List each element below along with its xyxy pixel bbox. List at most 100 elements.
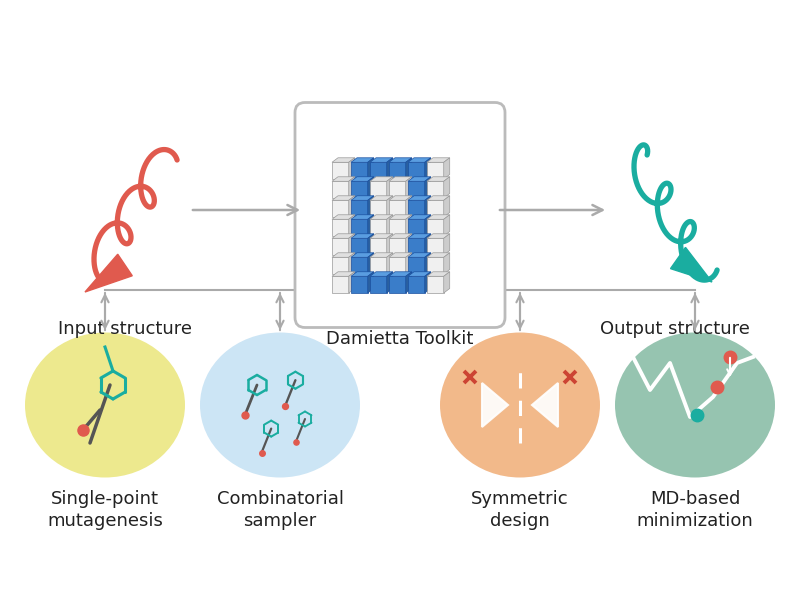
Bar [370,276,386,293]
Polygon shape [351,215,374,220]
Polygon shape [425,272,430,293]
Polygon shape [351,196,374,201]
Polygon shape [427,158,450,162]
Bar [427,238,444,255]
Polygon shape [406,196,412,217]
Polygon shape [389,234,412,238]
Polygon shape [425,253,430,274]
Polygon shape [370,196,393,201]
Polygon shape [368,272,374,293]
Bar [408,220,425,236]
Polygon shape [332,234,354,238]
Text: Symmetric
design: Symmetric design [471,490,569,530]
Bar [389,238,406,255]
Polygon shape [351,253,374,257]
Bar [351,201,368,217]
Bar [408,201,425,217]
Polygon shape [349,253,354,274]
Bar [370,162,386,179]
Polygon shape [332,253,354,257]
FancyBboxPatch shape [295,102,505,327]
Polygon shape [386,196,393,217]
Polygon shape [386,272,393,293]
Bar [351,181,368,198]
Polygon shape [370,272,393,276]
Polygon shape [332,158,354,162]
Polygon shape [425,177,430,198]
Polygon shape [408,215,430,220]
Bar [427,201,444,217]
Polygon shape [368,234,374,255]
Text: Combinatorial
sampler: Combinatorial sampler [217,490,343,530]
Polygon shape [351,234,374,238]
Bar [332,238,349,255]
Polygon shape [370,177,393,181]
Polygon shape [349,234,354,255]
Polygon shape [444,177,450,198]
Polygon shape [670,248,712,282]
Polygon shape [444,158,450,179]
Polygon shape [482,383,508,427]
Polygon shape [427,253,450,257]
Polygon shape [370,253,393,257]
Bar [332,162,349,179]
Bar [351,257,368,274]
Polygon shape [406,234,412,255]
Bar [351,276,368,293]
Bar [427,276,444,293]
Polygon shape [349,177,354,198]
Bar [427,220,444,236]
Polygon shape [370,234,393,238]
Polygon shape [351,177,374,181]
Polygon shape [370,158,393,162]
Polygon shape [389,158,412,162]
Polygon shape [370,215,393,220]
Polygon shape [408,234,430,238]
Bar [370,238,386,255]
Bar [351,238,368,255]
Polygon shape [386,177,393,198]
Bar [370,201,386,217]
Polygon shape [349,215,354,236]
Polygon shape [444,196,450,217]
Polygon shape [85,254,132,292]
Polygon shape [406,215,412,236]
Polygon shape [427,215,450,220]
Text: Damietta Toolkit: Damietta Toolkit [326,330,474,347]
Polygon shape [368,215,374,236]
Polygon shape [532,383,558,427]
Bar [408,162,425,179]
Bar [408,238,425,255]
Bar [389,220,406,236]
Polygon shape [425,196,430,217]
Bar [408,181,425,198]
Polygon shape [368,253,374,274]
Ellipse shape [440,333,600,478]
Polygon shape [427,177,450,181]
Bar [351,162,368,179]
Ellipse shape [615,333,775,478]
Text: Single-point
mutagenesis: Single-point mutagenesis [47,490,163,530]
Polygon shape [406,272,412,293]
Bar [408,276,425,293]
Polygon shape [389,272,412,276]
Polygon shape [368,177,374,198]
Polygon shape [408,158,430,162]
Polygon shape [349,158,354,179]
Polygon shape [368,158,374,179]
Bar [351,220,368,236]
Polygon shape [349,272,354,293]
Polygon shape [408,253,430,257]
Ellipse shape [200,333,360,478]
Bar [332,201,349,217]
Polygon shape [427,272,450,276]
Polygon shape [444,234,450,255]
Bar [332,257,349,274]
Text: Output structure: Output structure [600,320,750,338]
Text: Input structure: Input structure [58,320,192,338]
Text: MD-based
minimization: MD-based minimization [637,490,754,530]
Polygon shape [386,253,393,274]
Polygon shape [368,196,374,217]
Polygon shape [406,158,412,179]
Polygon shape [332,196,354,201]
